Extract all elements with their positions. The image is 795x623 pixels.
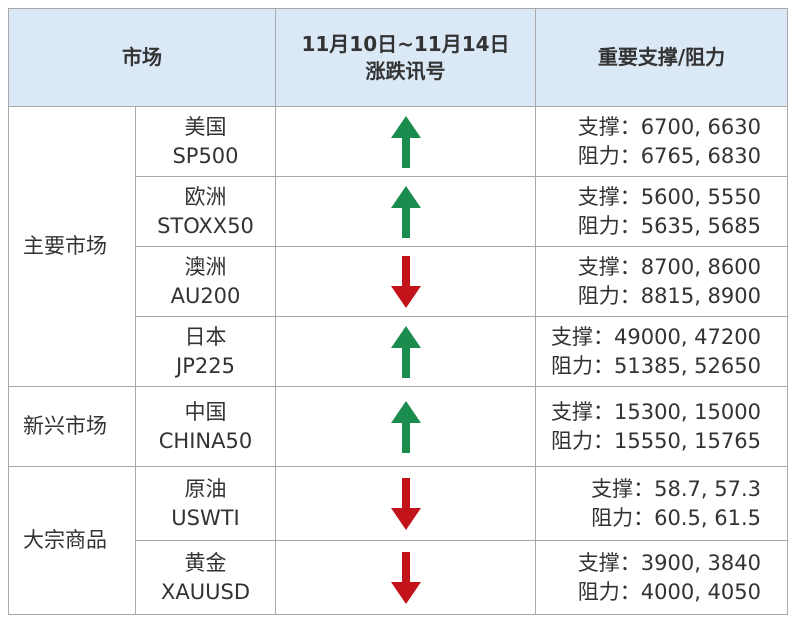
level-cell: 支撑：5600, 5550 阻力：5635, 5685 [535,176,788,247]
level-cell: 支撑：49000, 47200 阻力：51385, 52650 [535,316,788,387]
market-cell: 欧洲 STOXX50 [135,176,276,247]
level-cell: 支撑：3900, 3840 阻力：4000, 4050 [535,540,788,615]
market-code: USWTI [171,505,240,530]
header-text: 市场 [122,45,162,69]
market-name: 黄金 [184,550,227,575]
market-name: 原油 [184,476,227,501]
arrow-down [390,477,421,530]
market-cell: 中国 CHINA50 [135,386,276,467]
market-name: 美国 [184,114,227,139]
market-code: XAUUSD [161,579,250,604]
table-body: 主要市场 美国 SP500 支撑：6700, 6630 阻力：6765, 6830 欧洲 S… [8,106,788,615]
market-row: 大宗商品 原油 USWTI 支撑：58.7, 57.3 阻力：60.5, 61.5 [8,466,788,615]
resistance-text: 阻力：51385, 52650 [551,353,761,378]
support-text: 支撑：49000, 47200 [551,324,761,349]
signal-cell [275,540,536,615]
market-row: 澳洲 AU200 支撑：8700, 8600 阻力：8815, 8900 [9,246,788,317]
header-cell: 重要支撑/阻力 [535,8,788,107]
market-code: SP500 [172,143,239,168]
group-name: 大宗商品 [8,466,136,615]
market-row: 主要市场 美国 SP500 支撑：6700, 6630 阻力：6765, 6830 [8,106,788,387]
signal-cell [275,466,536,541]
resistance-text: 阻力：8815, 8900 [577,283,761,308]
support-text: 支撑：5600, 5550 [577,184,761,209]
market-name: 欧洲 [184,184,227,209]
signal-cell [275,386,536,467]
resistance-text: 阻力：60.5, 61.5 [591,505,761,530]
resistance-text: 阻力：6765, 6830 [577,143,761,168]
level-cell: 支撑：58.7, 57.3 阻力：60.5, 61.5 [535,466,788,541]
arrow-up [390,400,421,453]
market-code: STOXX50 [157,213,254,238]
market-row: 日本 JP225 支撑：49000, 47200 阻力：51385, 52650 [9,316,788,387]
resistance-text: 阻力：4000, 4050 [577,579,761,604]
signal-cell [275,246,536,317]
market-cell: 黄金 XAUUSD [135,540,276,615]
signal-cell [275,316,536,387]
support-text: 支撑：3900, 3840 [577,550,761,575]
arrow-up [390,185,421,238]
market-cell: 澳洲 AU200 [135,246,276,317]
resistance-text: 阻力：5635, 5685 [577,213,761,238]
arrow-down [390,255,421,308]
arrow-up [390,115,421,168]
level-cell: 支撑：6700, 6630 阻力：6765, 6830 [535,106,788,177]
arrow-down [390,551,421,604]
resistance-text: 阻力：15550, 15765 [551,428,761,453]
group-name: 新兴市场 [8,386,136,467]
market-cell: 原油 USWTI [135,466,276,541]
signal-cell [275,106,536,177]
level-cell: 支撑：8700, 8600 阻力：8815, 8900 [535,246,788,317]
header-text: 涨跌讯号 [365,58,446,83]
level-cell: 支撑：15300, 15000 阻力：15550, 15765 [535,386,788,467]
market-name: 日本 [184,324,227,349]
header-cell: 市场 [8,8,276,107]
market-name: 澳洲 [184,254,227,279]
group-name: 主要市场 [8,106,136,387]
market-code: JP225 [176,353,235,378]
market-row: 黄金 XAUUSD 支撑：3900, 3840 阻力：4000, 4050 [9,540,788,615]
header-text: 重要支撑/阻力 [597,45,726,69]
support-text: 支撑：6700, 6630 [577,114,761,139]
support-text: 支撑：8700, 8600 [577,254,761,279]
market-cell: 日本 JP225 [135,316,276,387]
market-code: AU200 [170,283,241,308]
signal-table: 市场 11月10日~11月14日 涨跌讯号 重要支撑/阻力 主要市场 美国 SP500… [8,8,788,615]
header-cell: 11月10日~11月14日 涨跌讯号 [275,8,536,107]
support-text: 支撑：58.7, 57.3 [591,476,761,501]
market-name: 中国 [184,399,227,424]
market-row: 新兴市场 中国 CHINA50 支撑：15300, 15000 阻力：15550, 15… [8,386,788,467]
arrow-up [390,325,421,378]
market-code: CHINA50 [158,428,253,453]
support-text: 支撑：15300, 15000 [551,399,761,424]
header-text: 11月10日~11月14日 [301,31,510,56]
signal-cell [275,176,536,247]
header-row: 市场 11月10日~11月14日 涨跌讯号 重要支撑/阻力 [8,8,788,107]
market-cell: 美国 SP500 [135,106,276,177]
